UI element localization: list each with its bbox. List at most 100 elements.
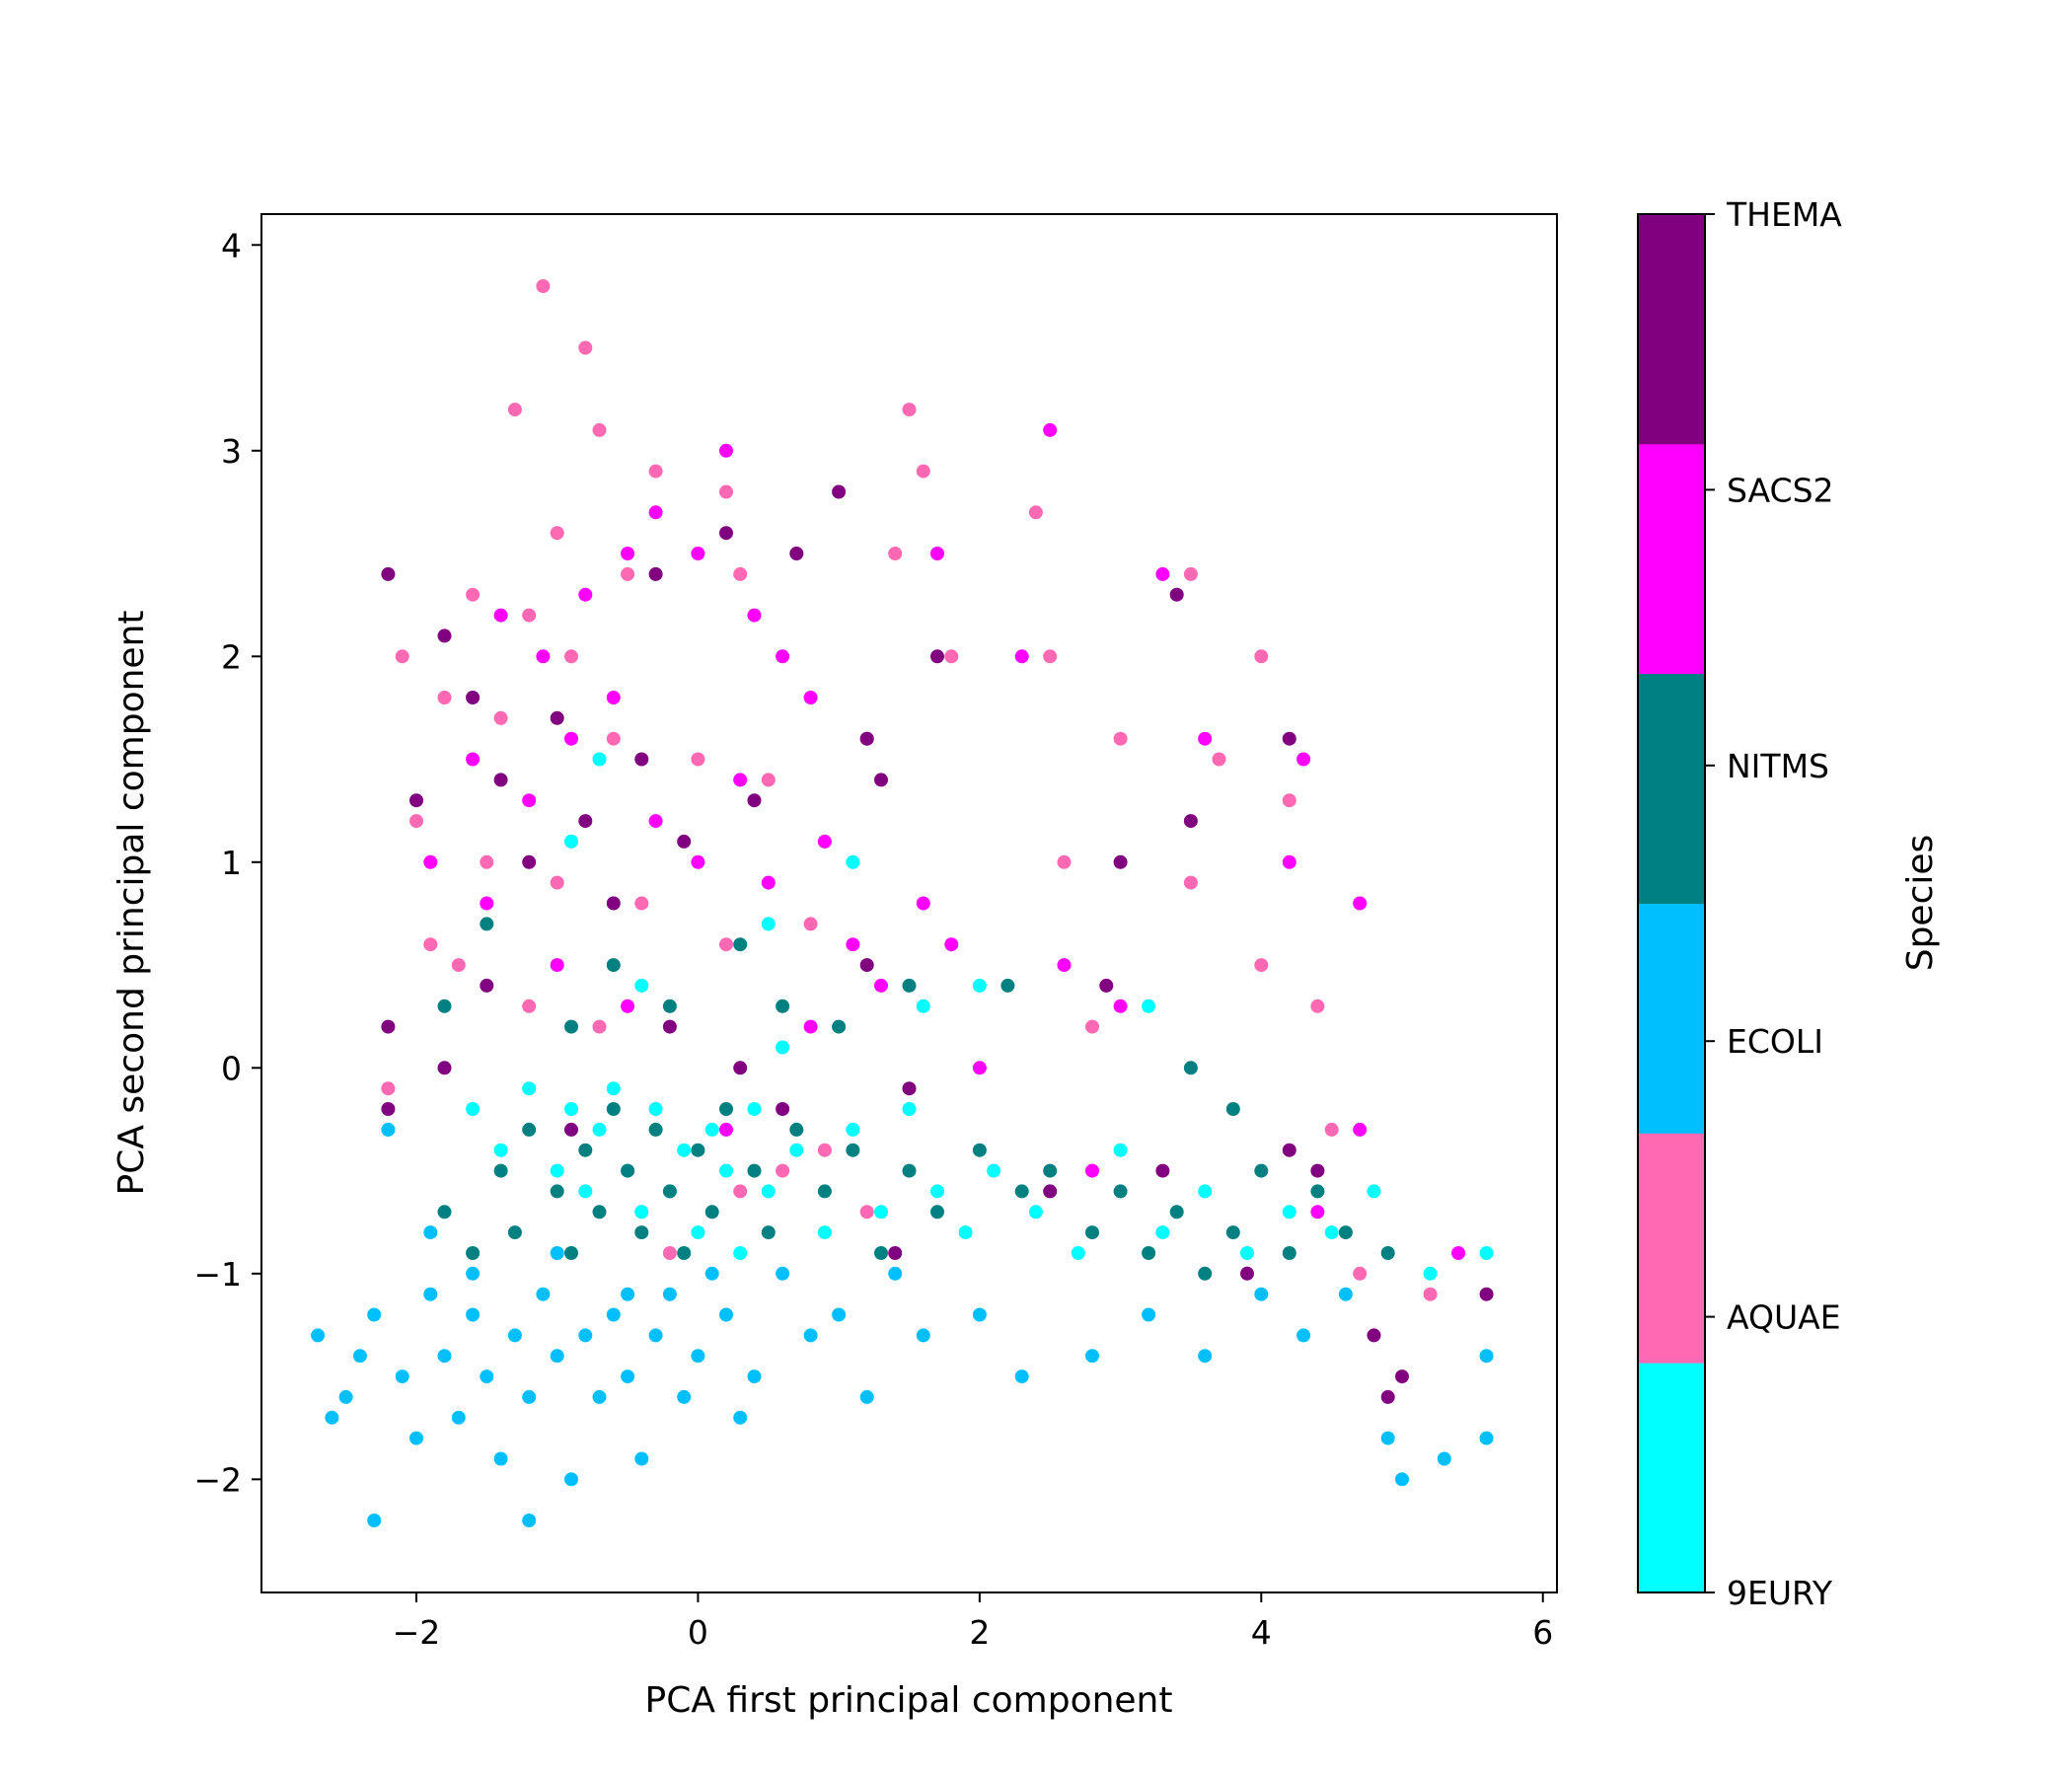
data-point [1225, 1102, 1240, 1116]
data-point [1085, 1163, 1099, 1178]
data-point [704, 1205, 719, 1220]
data-point [536, 279, 551, 293]
data-point [451, 958, 466, 973]
data-point [677, 1143, 692, 1157]
y-tick-label: 1 [221, 844, 242, 882]
data-point [846, 937, 860, 952]
data-point [846, 1143, 860, 1157]
data-point [578, 1184, 593, 1199]
data-point [719, 484, 733, 499]
data-point [648, 505, 663, 520]
data-point [437, 629, 452, 643]
data-point [719, 443, 733, 458]
data-point [1043, 649, 1058, 664]
data-point [395, 649, 409, 664]
data-point [1367, 1328, 1381, 1343]
data-point [648, 814, 663, 829]
data-point [606, 1102, 621, 1116]
data-point [902, 1081, 917, 1096]
data-point [1479, 1431, 1494, 1445]
data-point [1085, 1349, 1099, 1364]
data-point [817, 1225, 832, 1240]
x-tick-label: 0 [688, 1613, 708, 1652]
data-point [536, 1287, 551, 1301]
data-point [1183, 566, 1198, 581]
data-point [1043, 422, 1058, 437]
data-point [859, 958, 874, 973]
data-point [634, 1225, 649, 1240]
data-point [691, 547, 705, 560]
data-point [493, 773, 508, 787]
data-point [352, 1349, 367, 1364]
data-point [776, 999, 790, 1013]
data-point [1367, 1184, 1381, 1199]
data-point [606, 896, 621, 911]
colorbar-tick-label: 9EURY [1727, 1574, 1833, 1612]
data-point [648, 1122, 663, 1137]
data-point [1057, 854, 1072, 869]
data-point [704, 1266, 719, 1281]
data-point [592, 1205, 607, 1220]
data-point [874, 773, 888, 787]
colorbar-segment [1638, 903, 1705, 1134]
data-point [1338, 1225, 1353, 1240]
data-point [747, 793, 762, 808]
x-tick-label: 2 [969, 1613, 990, 1652]
data-point [719, 526, 733, 541]
data-point [817, 834, 832, 849]
data-point [381, 1081, 396, 1096]
data-point [846, 1122, 860, 1137]
data-point [776, 1102, 790, 1116]
data-point [466, 752, 481, 767]
data-point [480, 978, 494, 993]
data-point [662, 1184, 677, 1199]
data-point [423, 1287, 438, 1301]
data-point [437, 1205, 452, 1220]
data-point [634, 978, 649, 993]
data-point [719, 937, 733, 952]
data-point [634, 1451, 649, 1466]
data-point [423, 937, 438, 952]
data-point [522, 1081, 537, 1096]
data-point [859, 731, 874, 746]
data-point [733, 566, 748, 581]
data-point [803, 1328, 818, 1343]
data-point [719, 1122, 733, 1137]
data-point [662, 1019, 677, 1034]
data-point [466, 1246, 481, 1260]
data-point [859, 1205, 874, 1220]
data-point [564, 731, 578, 746]
data-point [733, 1410, 748, 1425]
data-point [592, 752, 607, 767]
data-point [733, 773, 748, 787]
data-point [1000, 978, 1015, 993]
data-point [409, 814, 423, 829]
data-point [1324, 1122, 1339, 1137]
data-point [1395, 1369, 1409, 1384]
plot-frame [260, 213, 1558, 1593]
data-point [480, 1369, 494, 1384]
data-point [536, 649, 551, 664]
data-point [888, 1266, 903, 1281]
data-point [338, 1389, 353, 1404]
data-point [1296, 752, 1311, 767]
data-point [592, 1122, 607, 1137]
data-point [381, 1102, 396, 1116]
data-point [916, 464, 930, 479]
data-point [648, 464, 663, 479]
data-point [1479, 1349, 1494, 1364]
data-point [1353, 1266, 1368, 1281]
data-point [522, 1514, 537, 1527]
data-point [916, 896, 930, 911]
data-point [1479, 1246, 1494, 1260]
data-point [522, 1122, 537, 1137]
data-point [733, 937, 748, 952]
data-point [648, 1102, 663, 1116]
data-point [564, 1122, 578, 1137]
colorbar-tick-label: THEMA [1726, 195, 1842, 234]
data-point [550, 875, 564, 890]
data-point [944, 937, 959, 952]
data-point [466, 587, 481, 602]
data-point [451, 1410, 466, 1425]
